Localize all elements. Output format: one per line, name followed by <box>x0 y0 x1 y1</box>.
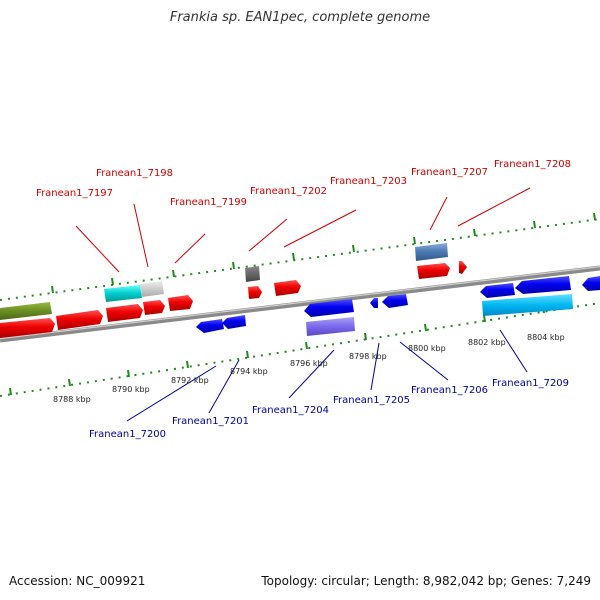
gene-steelblue <box>415 243 448 261</box>
gene-reverse <box>480 283 515 298</box>
reverse-leader-lines <box>126 329 528 422</box>
forward-major-ticks <box>51 212 596 294</box>
forward-genes <box>0 243 467 338</box>
reverse-genes <box>196 276 600 336</box>
forward-tick-track <box>0 218 600 301</box>
gene-reverse <box>582 276 600 291</box>
gene-label-franean1-7202: Franean1_7202 <box>250 186 327 197</box>
gene-forward <box>106 304 143 322</box>
gene-reverse <box>515 276 571 294</box>
gene-dark <box>245 266 260 282</box>
gene-reverse <box>196 319 224 333</box>
kbp-label: 8788 kbp <box>53 395 91 404</box>
gene-forward <box>143 300 165 315</box>
gene-label-franean1-7207: Franean1_7207 <box>411 167 488 178</box>
gene-forward <box>459 261 467 274</box>
gene-label-franean1-7204: Franean1_7204 <box>252 405 329 416</box>
gene-reverse <box>222 315 246 329</box>
gene-reverse <box>370 298 378 308</box>
gene-forward <box>417 263 450 279</box>
kbp-scale-labels: 8788 kbp 8790 kbp 8792 kbp 8794 kbp 8796… <box>53 333 565 404</box>
gene-label-franean1-7199: Franean1_7199 <box>170 197 247 208</box>
gene-cyan <box>104 285 142 302</box>
kbp-label: 8790 kbp <box>112 385 150 394</box>
gene-sky <box>482 294 573 316</box>
gene-reverse <box>304 299 354 317</box>
reverse-tick-track <box>0 302 600 397</box>
gene-label-franean1-7203: Franean1_7203 <box>330 176 407 187</box>
gene-label-franean1-7205: Franean1_7205 <box>333 395 410 406</box>
accession-text: Accession: NC_009921 <box>9 574 146 588</box>
gene-label-franean1-7200: Franean1_7200 <box>89 429 166 440</box>
kbp-label: 8794 kbp <box>230 367 268 376</box>
kbp-label: 8800 kbp <box>408 344 446 353</box>
kbp-label: 8798 kbp <box>349 352 387 361</box>
gene-forward <box>0 318 55 338</box>
genome-summary-text: Topology: circular; Length: 8,982,042 bp… <box>261 574 591 588</box>
reverse-major-ticks <box>9 305 545 396</box>
forward-gene-labels: Franean1_7197 Franean1_7198 Franean1_719… <box>36 159 571 208</box>
gene-forward <box>248 286 262 299</box>
gene-label-franean1-7208: Franean1_7208 <box>494 159 571 170</box>
kbp-label: 8796 kbp <box>290 359 328 368</box>
forward-leader-lines <box>75 187 531 273</box>
gene-label-franean1-7209: Franean1_7209 <box>492 378 569 389</box>
gene-label-franean1-7201: Franean1_7201 <box>172 416 249 427</box>
gene-forward <box>56 310 103 330</box>
gene-reverse <box>382 294 408 308</box>
gene-label-franean1-7206: Franean1_7206 <box>411 385 488 396</box>
kbp-label: 8802 kbp <box>468 338 506 347</box>
reverse-gene-labels: Franean1_7200 Franean1_7201 Franean1_720… <box>89 378 569 440</box>
kbp-label: 8792 kbp <box>171 376 209 385</box>
genome-backbone <box>0 265 600 343</box>
genome-title: Frankia sp. EAN1pec, complete genome <box>169 10 431 25</box>
gene-forward <box>168 295 193 311</box>
gene-label-franean1-7198: Franean1_7198 <box>96 168 173 179</box>
gene-forward <box>274 280 301 296</box>
kbp-label: 8804 kbp <box>527 333 565 342</box>
gene-purple <box>306 317 355 336</box>
gene-label-franean1-7197: Franean1_7197 <box>36 188 113 199</box>
gene-grey <box>140 281 164 297</box>
genome-backbone-highlight <box>0 266 600 340</box>
gene-green <box>0 302 52 320</box>
